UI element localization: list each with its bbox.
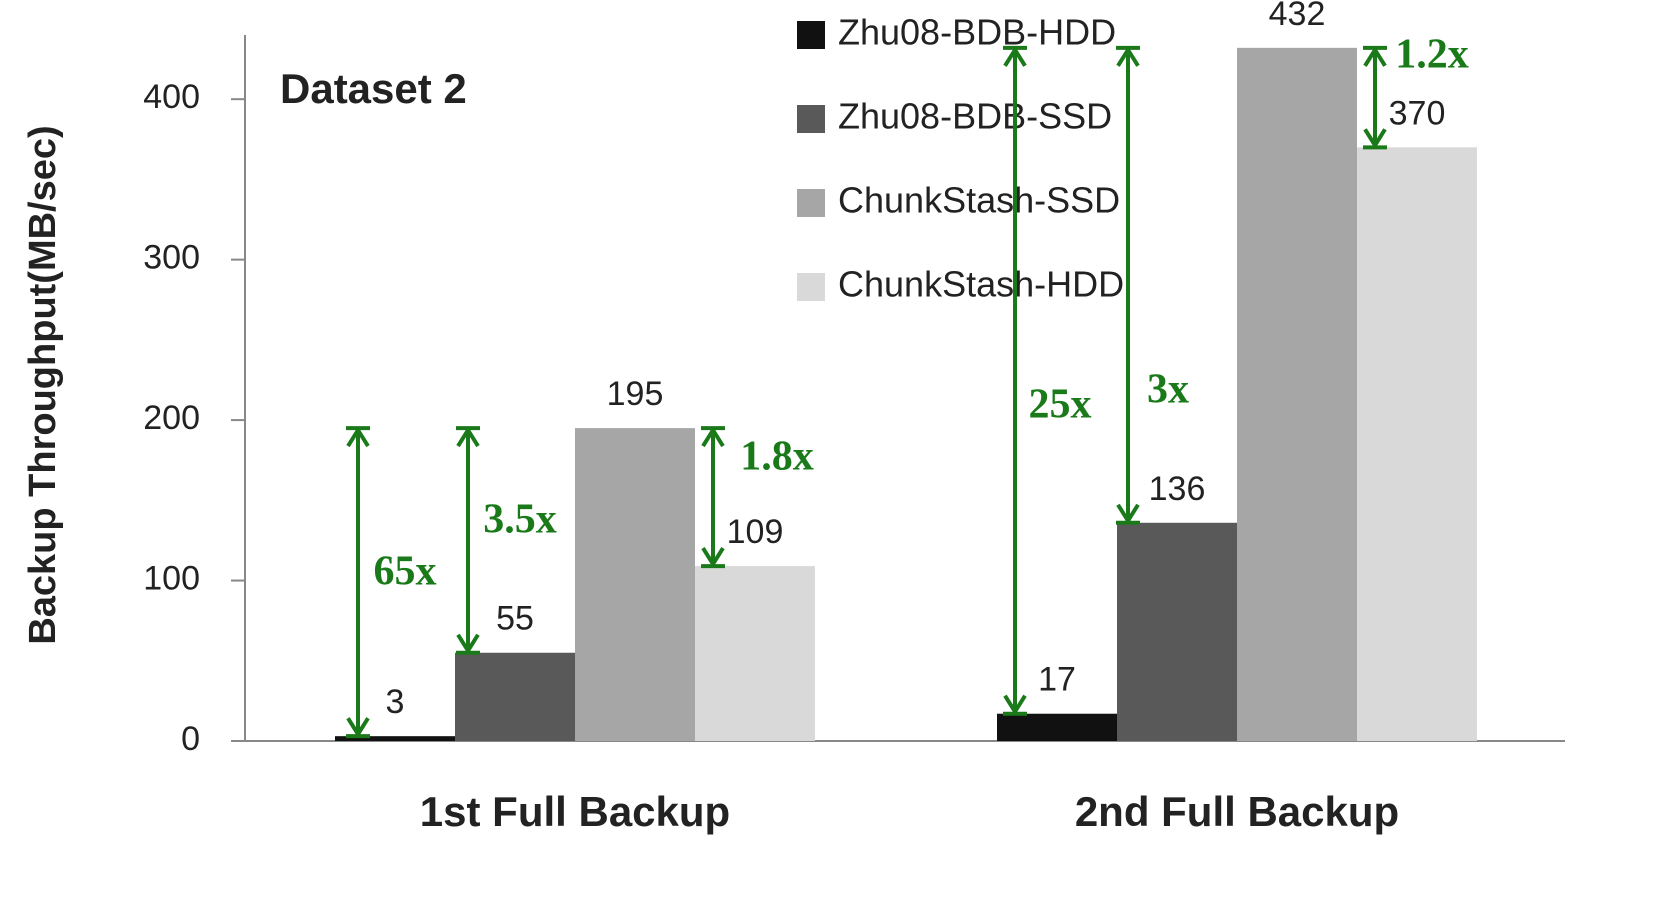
legend-label: Zhu08-BDB-HDD — [838, 12, 1116, 53]
annotation-label: 1.8x — [740, 434, 814, 480]
annotation-head — [1116, 503, 1140, 525]
bar — [455, 652, 575, 741]
data-label: 370 — [1389, 94, 1446, 132]
data-label: 432 — [1269, 0, 1326, 33]
data-label: 195 — [607, 375, 664, 413]
annotation-label: 3.5x — [483, 497, 557, 543]
y-tick-label: 200 — [143, 399, 200, 437]
legend-swatch — [797, 189, 825, 217]
legend-label: Zhu08-BDB-SSD — [838, 96, 1112, 137]
annotation-head — [701, 547, 725, 568]
annotation-head — [346, 717, 370, 738]
legend-swatch — [797, 273, 825, 301]
y-tick-label: 100 — [143, 560, 200, 598]
annotation-head — [1116, 46, 1140, 67]
legend-swatch — [797, 21, 825, 49]
annotation-label: 1.2x — [1395, 32, 1469, 78]
y-tick-label: 0 — [181, 720, 200, 758]
legend-label: ChunkStash-HDD — [838, 264, 1124, 305]
annotation-label: 65x — [374, 549, 437, 595]
bar — [695, 566, 815, 741]
annotation-head — [1003, 694, 1027, 716]
bar — [575, 428, 695, 741]
annotation-label: 3x — [1147, 367, 1189, 413]
data-label: 136 — [1149, 470, 1206, 508]
annotation-head — [1003, 46, 1027, 67]
annotation-head — [1363, 128, 1387, 150]
y-axis-label: Backup Throughput(MB/sec) — [22, 125, 64, 644]
legend-label: ChunkStash-SSD — [838, 180, 1120, 221]
bar — [1237, 47, 1357, 741]
data-label: 3 — [386, 683, 405, 721]
data-label: 17 — [1038, 661, 1076, 699]
bar — [1357, 147, 1477, 741]
chart-title: Dataset 2 — [280, 65, 467, 112]
annotation-head — [456, 426, 480, 448]
legend-swatch — [797, 105, 825, 133]
annotation-head — [701, 426, 725, 448]
x-tick-label: 2nd Full Backup — [1075, 788, 1399, 835]
x-tick-label: 1st Full Backup — [420, 788, 730, 835]
bar — [335, 736, 455, 741]
data-label: 109 — [727, 513, 784, 551]
bar — [997, 713, 1117, 741]
bar — [1117, 522, 1237, 741]
annotation-head — [1363, 46, 1387, 67]
y-tick-label: 400 — [143, 78, 200, 116]
annotation-head — [346, 426, 370, 448]
annotation-head — [456, 633, 480, 655]
y-tick-label: 300 — [143, 239, 200, 277]
data-label: 55 — [496, 600, 534, 638]
annotation-label: 25x — [1029, 382, 1092, 428]
